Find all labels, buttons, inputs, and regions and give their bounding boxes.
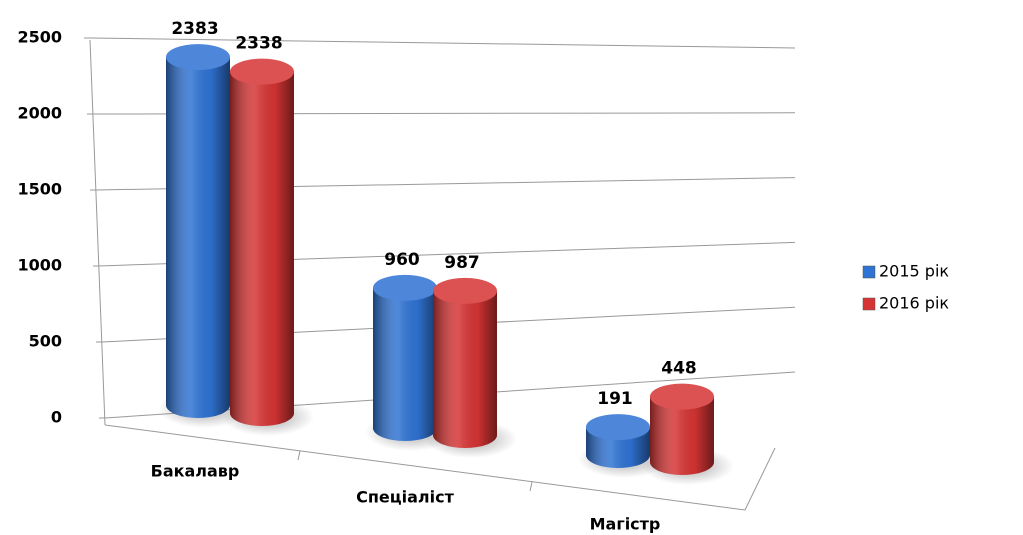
frame [89, 39, 776, 511]
bar-shading [433, 290, 497, 448]
bar-top-highlight [373, 274, 437, 301]
x-tick-label: Магістр [590, 515, 661, 534]
x-tick-label: Бакалавр [151, 462, 240, 481]
y-axis-line [89, 39, 106, 426]
data-label: 960 [384, 250, 420, 270]
legend-swatch [862, 297, 876, 311]
legend-label: 2016 рік [879, 294, 949, 313]
category-divider [297, 450, 301, 461]
bar-shading [373, 287, 437, 441]
bar-top [433, 277, 497, 304]
data-label: 2338 [235, 34, 282, 54]
bar-shading [650, 396, 714, 475]
bar-top-highlight [433, 277, 497, 304]
legend-label: 2015 рік [879, 262, 949, 281]
bar-top [586, 414, 650, 441]
bar-shading [230, 71, 294, 426]
y-tick-label: 0 [51, 408, 62, 427]
bar-top-highlight [166, 44, 230, 71]
bar-shading [166, 57, 230, 418]
bar-top [373, 274, 437, 301]
data-label: 2383 [171, 19, 218, 39]
floor-right-edge [744, 447, 776, 511]
bar-top-highlight [586, 414, 650, 441]
legend-swatch [862, 265, 876, 279]
bar-top [166, 44, 230, 71]
x-tick-label: Спеціаліст [356, 488, 454, 507]
bar-top-highlight [230, 58, 294, 85]
bar-top [230, 58, 294, 85]
y-tick-label: 1000 [17, 256, 62, 275]
data-label: 987 [444, 253, 480, 273]
category-divider [529, 481, 533, 492]
bar-top-highlight [650, 383, 714, 410]
bar-top [650, 383, 714, 410]
floor-front-edge [104, 424, 746, 511]
grid-line [89, 37, 796, 49]
y-tick-label: 2500 [17, 28, 62, 47]
data-label: 191 [597, 389, 633, 409]
y-tick-label: 2000 [17, 104, 62, 123]
data-label: 448 [661, 359, 697, 379]
y-tick-label: 1500 [17, 180, 62, 199]
y-tick-label: 500 [29, 332, 62, 351]
